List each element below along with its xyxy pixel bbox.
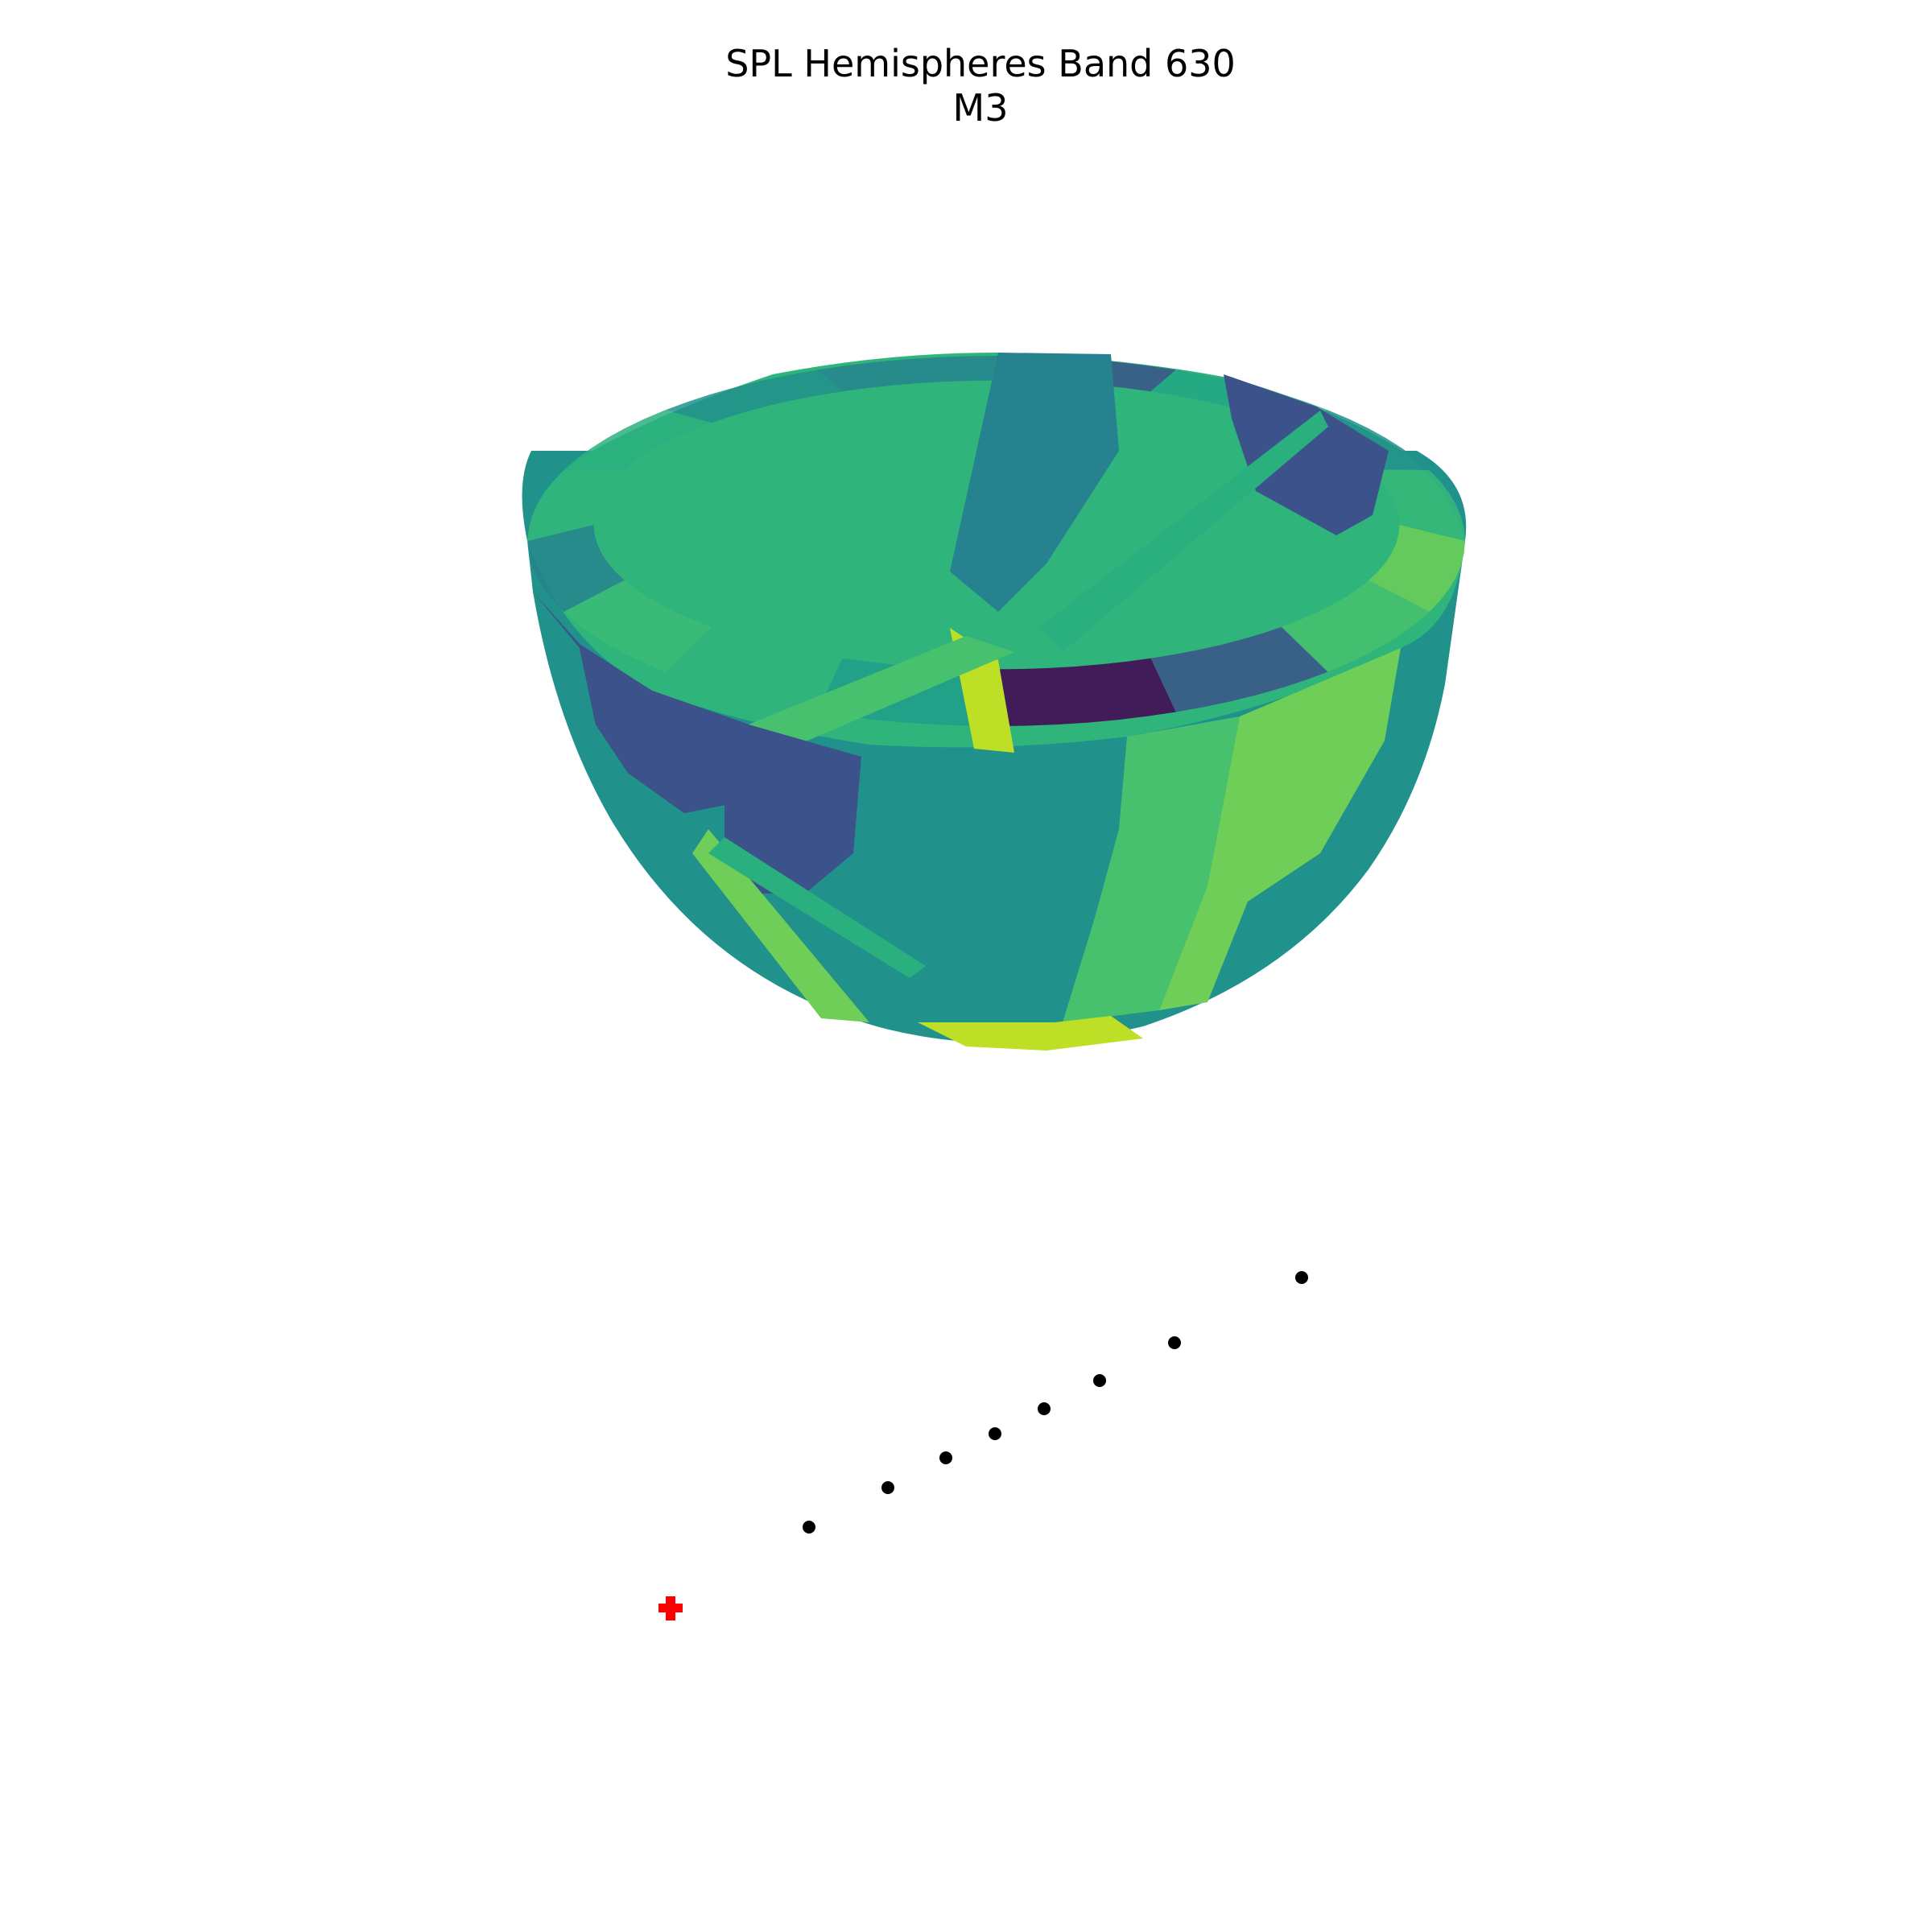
receiver-point-7 — [1168, 1336, 1181, 1349]
inner-band-green — [749, 636, 1014, 749]
outer-band-streak-2 — [708, 837, 926, 978]
outer-band-streak-1 — [692, 829, 869, 1022]
rim-band-1 — [528, 469, 625, 541]
rim-band-2 — [564, 410, 712, 470]
receiver-points — [803, 1271, 1308, 1534]
rim-band-3 — [665, 369, 843, 423]
rim-band-10 — [1281, 580, 1430, 672]
spl-hemisphere-surface — [522, 353, 1467, 1051]
receiver-point-1 — [803, 1521, 815, 1534]
chart-title: SPL Hemispheres Band 630 M3 — [725, 42, 1236, 130]
rim-band-15 — [564, 580, 712, 672]
inner-band-cyan — [1038, 411, 1328, 652]
receiver-point-8 — [1295, 1271, 1308, 1284]
chart-title-line-2: M3 — [953, 86, 1009, 130]
rim-band-16 — [528, 525, 625, 612]
outer-band-yellow-bottom — [918, 1016, 1143, 1051]
receiver-point-3 — [939, 1451, 952, 1464]
rim-band-14 — [665, 626, 843, 712]
inner-band-blue — [1224, 374, 1389, 535]
outer-band-indigo — [533, 592, 861, 894]
source-marker — [658, 1596, 683, 1620]
rim-band-11 — [1150, 626, 1328, 712]
chart-title-line-1: SPL Hemispheres Band 630 — [725, 42, 1236, 85]
rim-band-12 — [997, 658, 1176, 726]
rim-band-8 — [1368, 469, 1465, 541]
outer-band-lime — [1159, 648, 1401, 1010]
outer-band-green — [1063, 716, 1240, 1022]
rim-band-9 — [1368, 525, 1465, 612]
receiver-point-5 — [1038, 1402, 1051, 1415]
receiver-point-6 — [1093, 1374, 1106, 1387]
receiver-point-4 — [989, 1427, 1001, 1440]
rim-band-4 — [817, 356, 997, 392]
receiver-point-2 — [881, 1481, 894, 1494]
inner-band-teal — [950, 353, 1119, 612]
source-marker-vertical — [666, 1596, 675, 1620]
